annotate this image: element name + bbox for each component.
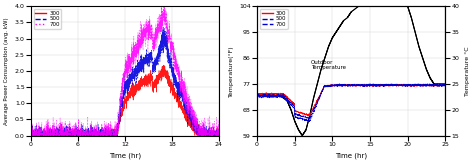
- Text: Outdoor
Temperature: Outdoor Temperature: [311, 60, 346, 70]
- Legend: 300, 500, 700: 300, 500, 700: [34, 9, 61, 29]
- Y-axis label: Temperature(°F): Temperature(°F): [228, 45, 234, 97]
- Y-axis label: Temperature °C: Temperature °C: [465, 46, 470, 96]
- Legend: 300, 500, 700: 300, 500, 700: [260, 9, 288, 29]
- Y-axis label: Average Power Consumption (avg. kW): Average Power Consumption (avg. kW): [4, 17, 9, 125]
- X-axis label: Time (hr): Time (hr): [335, 152, 367, 159]
- X-axis label: Time (hr): Time (hr): [109, 152, 141, 159]
